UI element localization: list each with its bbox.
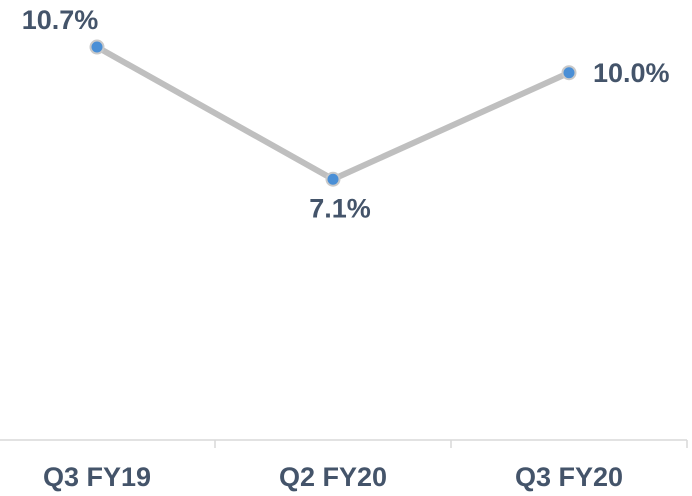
x-tick-label: Q3 FY20 bbox=[515, 462, 623, 492]
marker bbox=[561, 65, 577, 81]
data-label: 10.0% bbox=[593, 58, 670, 88]
marker bbox=[89, 39, 105, 55]
line bbox=[95, 44, 571, 183]
data-label: 7.1% bbox=[309, 193, 371, 223]
x-tick-label: Q3 FY19 bbox=[43, 462, 151, 492]
marker bbox=[325, 171, 341, 187]
x-tick-label: Q2 FY20 bbox=[279, 462, 387, 492]
data-label: 10.7% bbox=[22, 5, 99, 35]
